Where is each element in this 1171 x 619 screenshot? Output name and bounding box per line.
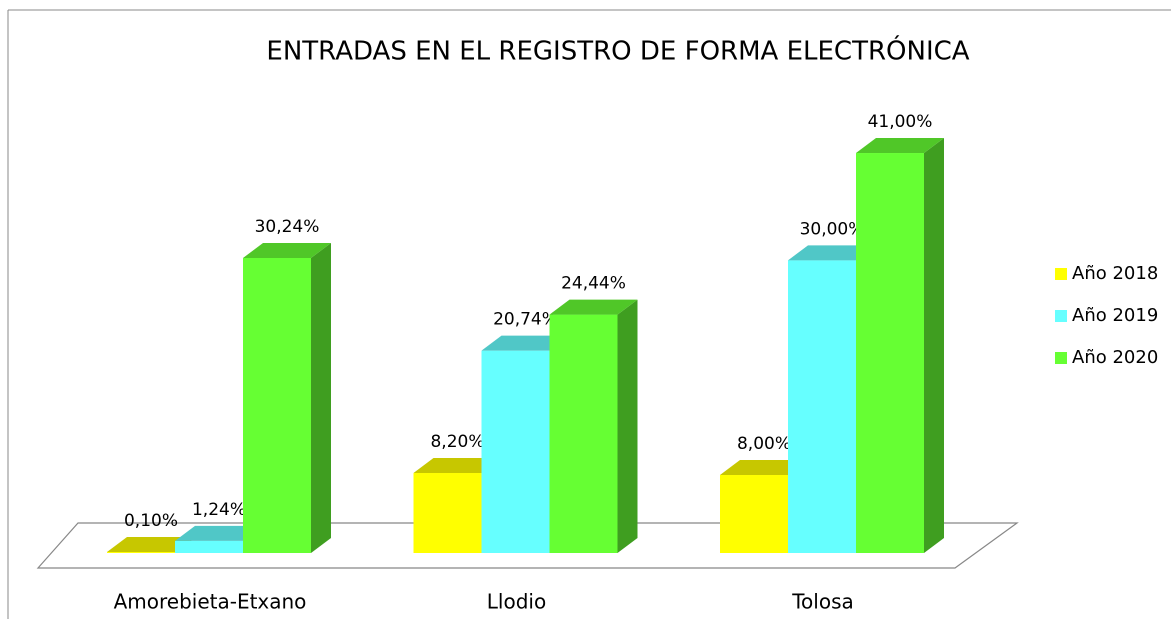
bar-top: [413, 458, 502, 474]
bar: [175, 540, 243, 553]
data-label: 30,00%: [800, 219, 865, 239]
bar-top: [856, 138, 944, 154]
x-tick-label: Tolosa: [791, 590, 854, 614]
bar-side: [924, 138, 944, 553]
bar: [549, 314, 618, 553]
bar-side: [311, 242, 331, 553]
data-label: 0,10%: [124, 511, 178, 531]
bar-top: [175, 525, 263, 541]
legend-swatch: [1055, 310, 1067, 322]
bar-top: [107, 537, 195, 553]
bar: [413, 473, 482, 553]
bar-top: [549, 299, 638, 315]
legend-label: Año 2019: [1072, 305, 1158, 326]
bar: [720, 474, 788, 553]
legend-label: Año 2020: [1072, 347, 1158, 368]
legend-swatch: [1055, 268, 1067, 280]
legend-swatch: [1055, 352, 1067, 364]
bar: [107, 552, 175, 553]
data-label: 8,00%: [737, 434, 791, 454]
bar-top: [720, 459, 808, 475]
data-label: 30,24%: [255, 217, 320, 237]
data-label: 20,74%: [493, 310, 558, 330]
bar: [788, 260, 856, 553]
bar: [243, 257, 311, 553]
x-tick-label: Llodio: [487, 590, 546, 614]
bar-top: [481, 335, 570, 351]
data-label: 24,44%: [561, 274, 626, 294]
x-tick-label: Amorebieta-Etxano: [114, 590, 307, 614]
data-label: 8,20%: [430, 432, 484, 452]
bar: [481, 350, 550, 553]
data-label: 1,24%: [192, 500, 246, 520]
chart-title: ENTRADAS EN EL REGISTRO DE FORMA ELECTRÓ…: [266, 35, 969, 67]
bar-side: [617, 299, 638, 553]
data-label: 41,00%: [868, 112, 933, 132]
bar: [856, 153, 924, 553]
legend-label: Año 2018: [1072, 263, 1158, 284]
bar-top: [243, 242, 331, 258]
bar-top: [788, 245, 876, 261]
